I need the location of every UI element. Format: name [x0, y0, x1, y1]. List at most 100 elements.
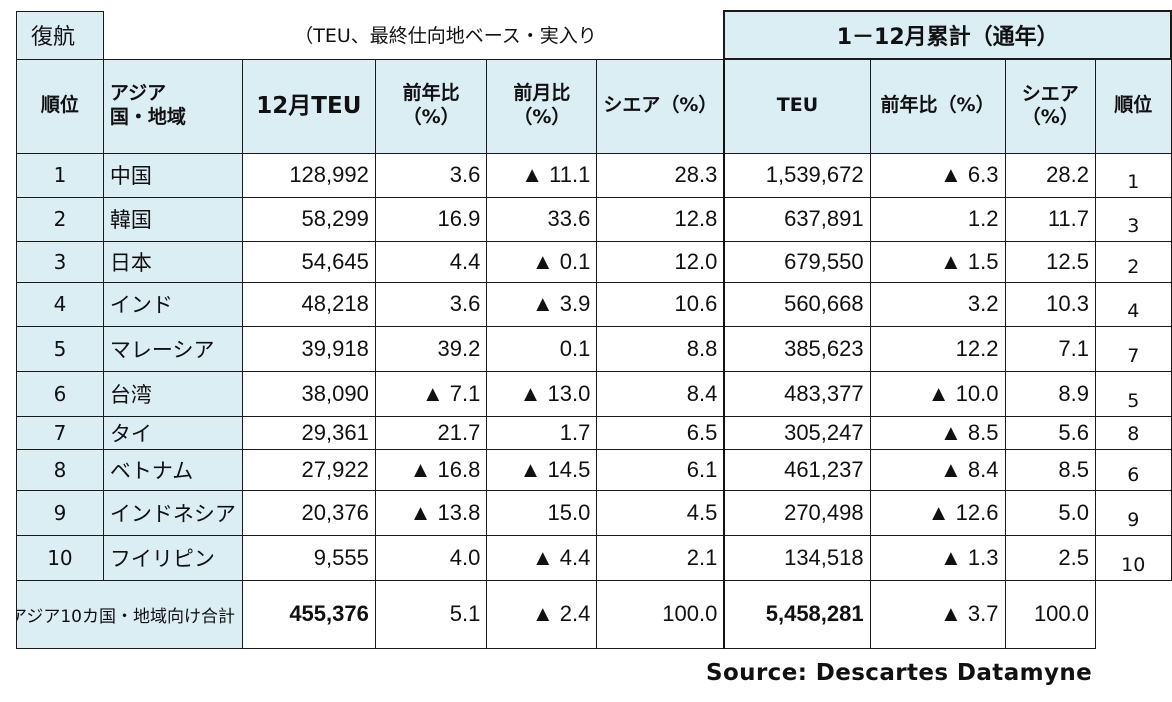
- row-share-annual: 5.6: [1004, 415, 1096, 450]
- row-teu-december: 39,918: [241, 325, 376, 372]
- header-share-annual: シエア （%）: [1004, 58, 1096, 154]
- row-region-name: ベトナム: [102, 448, 243, 491]
- row-region-name: 日本: [102, 240, 243, 283]
- row-teu-december: 48,218: [241, 281, 376, 327]
- row-mom: 1.7: [486, 415, 598, 450]
- header-rank: 順位: [16, 58, 104, 154]
- row-rank-annual: 8: [1095, 415, 1172, 450]
- row-share: 8.4: [596, 370, 725, 417]
- row-share: 8.8: [596, 325, 725, 372]
- row-teu-december: 27,922: [241, 448, 376, 491]
- row-mom: ▲ 14.5: [486, 448, 598, 491]
- row-teu-december: 38,090: [241, 370, 376, 417]
- row-rank-annual: 9: [1095, 489, 1172, 536]
- row-share: 6.5: [596, 415, 725, 450]
- total-teu-december: 455,376: [241, 579, 376, 649]
- row-mom: 15.0: [486, 489, 598, 536]
- row-share: 12.0: [596, 240, 725, 283]
- row-teu-annual: 134,518: [723, 534, 871, 581]
- header-share: シエア（%）: [596, 58, 725, 154]
- row-rank: 8: [16, 448, 104, 491]
- row-yoy-annual: 3.2: [869, 281, 1006, 327]
- table-row: 4 インド 48,218 3.6 ▲ 3.9 10.6 560,668 3.2 10.3 4: [16, 281, 1172, 327]
- row-region-name: 台湾: [102, 370, 243, 417]
- row-mom: ▲ 3.9: [486, 281, 598, 327]
- row-yoy-annual: 1.2: [869, 196, 1006, 242]
- row-share-annual: 5.0: [1004, 489, 1096, 536]
- table-row: 7 タイ 29,361 21.7 1.7 6.5 305,247 ▲ 8.5 5.6 8: [16, 415, 1172, 450]
- row-rank-annual: 10: [1095, 534, 1172, 581]
- row-mom: ▲ 13.0: [486, 370, 598, 417]
- row-mom: 0.1: [486, 325, 598, 372]
- row-rank-annual: 5: [1095, 370, 1172, 417]
- row-share: 4.5: [596, 489, 725, 536]
- row-yoy: 39.2: [374, 325, 488, 372]
- row-yoy: ▲ 7.1: [374, 370, 488, 417]
- row-mom: ▲ 0.1: [486, 240, 598, 283]
- table-row: 6 台湾 38,090 ▲ 7.1 ▲ 13.0 8.4 483,377 ▲ 10.0 8.9 5: [16, 370, 1172, 417]
- header-region: アジア 国・地域: [102, 58, 243, 154]
- row-share-annual: 2.5: [1004, 534, 1096, 581]
- table-row: 10 フイリピン 9,555 4.0 ▲ 4.4 2.1 134,518 ▲ 1.3 2.5 10: [16, 534, 1172, 581]
- row-region-name: フイリピン: [102, 534, 243, 581]
- row-rank: 2: [16, 196, 104, 242]
- row-rank-annual: 7: [1095, 325, 1172, 372]
- row-yoy: ▲ 16.8: [374, 448, 488, 491]
- row-teu-december: 9,555: [241, 534, 376, 581]
- header-mom: 前月比 （%）: [486, 58, 598, 154]
- total-row: アジア10カ国・地域向け合計 455,376 5.1 ▲ 2.4 100.0 5,458,…: [16, 579, 1172, 649]
- table-row: 8 ベトナム 27,922 ▲ 16.8 ▲ 14.5 6.1 461,237 ▲ 8.4 8.…: [16, 448, 1172, 491]
- row-share: 12.8: [596, 196, 725, 242]
- row-yoy-annual: ▲ 12.6: [869, 489, 1006, 536]
- row-rank: 1: [16, 152, 104, 198]
- total-teu-annual: 5,458,281: [723, 579, 871, 649]
- row-mom: ▲ 11.1: [486, 152, 598, 198]
- row-rank: 9: [16, 489, 104, 536]
- row-teu-december: 29,361: [241, 415, 376, 450]
- row-teu-annual: 637,891: [723, 196, 871, 242]
- header-yoy: 前年比 （%）: [374, 58, 488, 154]
- table-row: 1 中国 128,992 3.6 ▲ 11.1 28.3 1,539,672 ▲ 6.3 28.…: [16, 152, 1172, 198]
- row-mom: ▲ 4.4: [486, 534, 598, 581]
- table-row: 5 マレーシア 39,918 39.2 0.1 8.8 385,623 12.2 7.1 7: [16, 325, 1172, 372]
- row-region-name: マレーシア: [102, 325, 243, 372]
- total-label: アジア10カ国・地域向け合計: [16, 579, 243, 649]
- row-rank-annual: 6: [1095, 448, 1172, 491]
- row-yoy: 21.7: [374, 415, 488, 450]
- header-teu-annual: TEU: [723, 58, 871, 154]
- row-rank: 7: [16, 415, 104, 450]
- row-rank: 10: [16, 534, 104, 581]
- row-yoy: 4.0: [374, 534, 488, 581]
- row-teu-annual: 270,498: [723, 489, 871, 536]
- row-teu-december: 54,645: [241, 240, 376, 283]
- row-yoy: ▲ 13.8: [374, 489, 488, 536]
- row-region-name: インドネシア: [102, 489, 243, 536]
- row-rank: 5: [16, 325, 104, 372]
- row-share-annual: 8.9: [1004, 370, 1096, 417]
- row-teu-annual: 679,550: [723, 240, 871, 283]
- table-row: 9 インドネシア 20,376 ▲ 13.8 15.0 4.5 270,498 ▲ 12.6 5…: [16, 489, 1172, 536]
- title-row: 復航 （TEU、最終仕向地ベース・実入り 1－12月累計（通年）: [16, 10, 1172, 60]
- annual-header: 1－12月累計（通年）: [723, 10, 1172, 60]
- row-yoy: 16.9: [374, 196, 488, 242]
- row-region-name: 韓国: [102, 196, 243, 242]
- row-yoy: 3.6: [374, 152, 488, 198]
- row-yoy-annual: ▲ 1.5: [869, 240, 1006, 283]
- row-yoy-annual: 12.2: [869, 325, 1006, 372]
- header-rank-annual: 順位: [1095, 58, 1172, 154]
- total-yoy-annual: ▲ 3.7: [869, 579, 1006, 649]
- row-teu-annual: 461,237: [723, 448, 871, 491]
- row-rank: 3: [16, 240, 104, 283]
- row-teu-annual: 560,668: [723, 281, 871, 327]
- row-rank: 6: [16, 370, 104, 417]
- row-share: 6.1: [596, 448, 725, 491]
- table-row: 2 韓国 58,299 16.9 33.6 12.8 637,891 1.2 11.7 3: [16, 196, 1172, 242]
- row-share-annual: 7.1: [1004, 325, 1096, 372]
- row-rank-annual: 2: [1095, 240, 1172, 283]
- row-yoy-annual: ▲ 6.3: [869, 152, 1006, 198]
- source-credit: Source: Descartes Datamyne: [706, 660, 1093, 686]
- row-region-name: タイ: [102, 415, 243, 450]
- row-share-annual: 12.5: [1004, 240, 1096, 283]
- row-rank-annual: 3: [1095, 196, 1172, 242]
- row-rank: 4: [16, 281, 104, 327]
